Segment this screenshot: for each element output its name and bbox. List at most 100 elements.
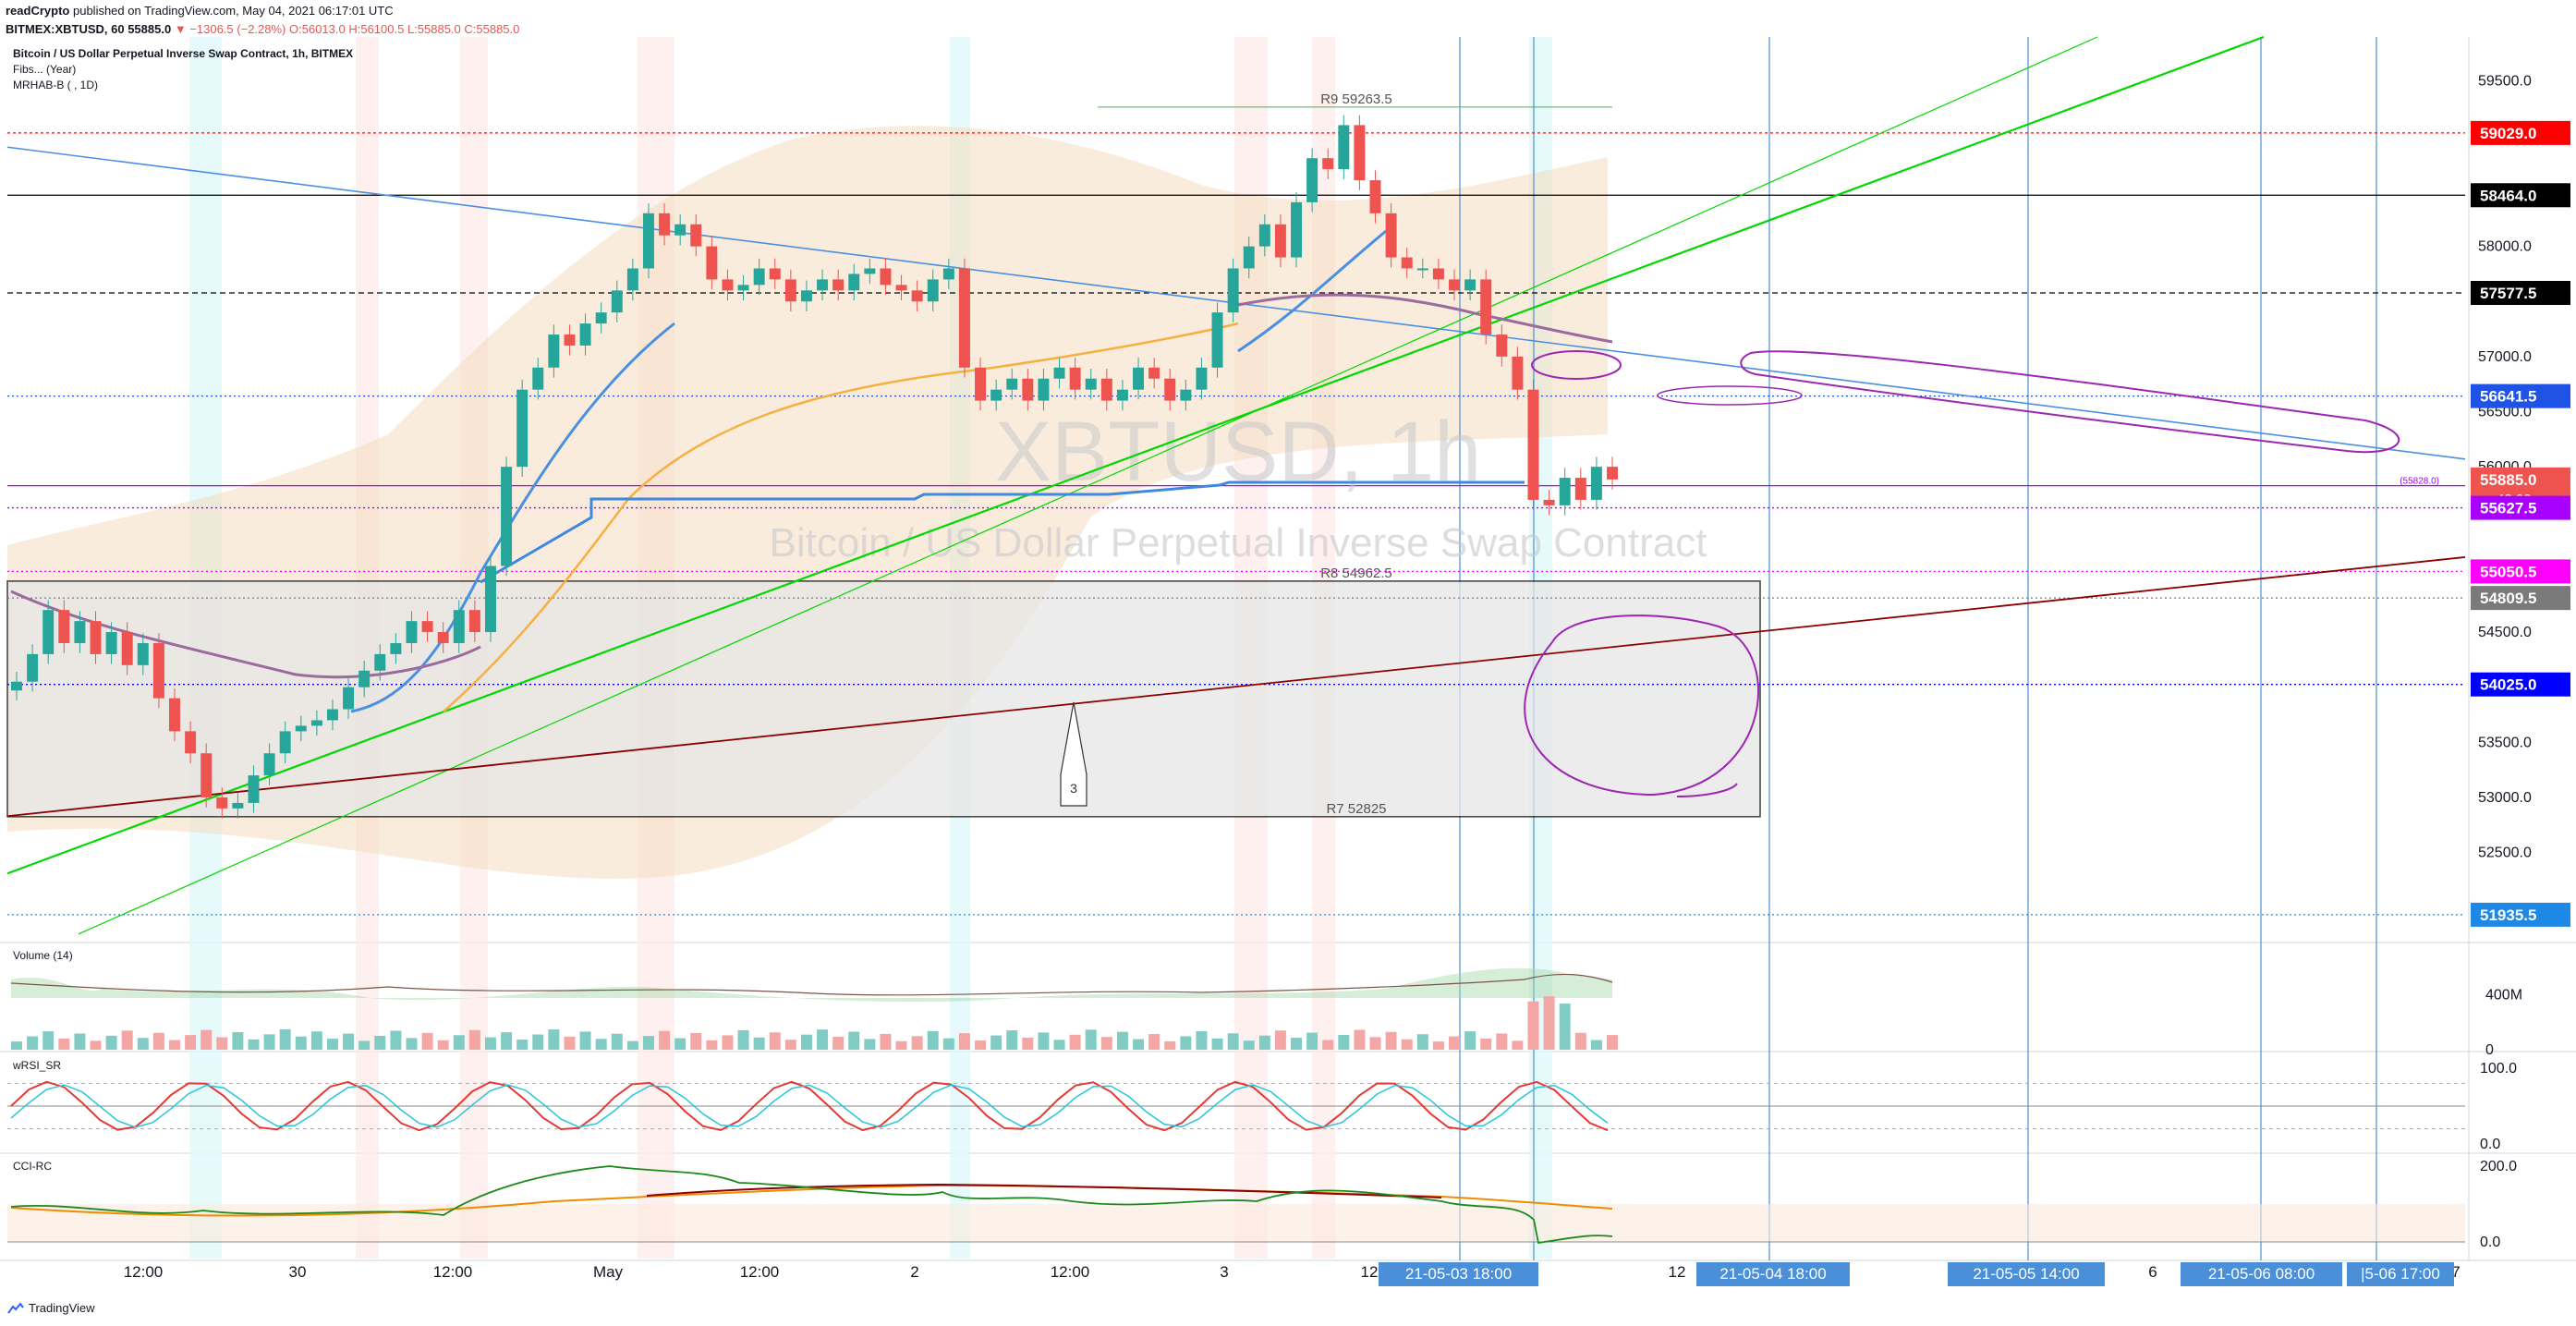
candle-body xyxy=(1512,356,1524,390)
fib-level-label: R8 54962.5 xyxy=(1320,566,1392,581)
price-label-bg xyxy=(2471,586,2570,611)
legend-fibs[interactable]: Fibs... (Year) xyxy=(13,63,77,76)
volume-band xyxy=(11,967,1612,1003)
price-label: 54809.5 xyxy=(2471,586,2570,611)
volume-bar xyxy=(453,1035,465,1050)
volume-bar xyxy=(911,1036,923,1050)
candle-body xyxy=(911,290,923,302)
volume-bar xyxy=(958,1033,970,1050)
price-label: 55050.5 xyxy=(2471,559,2570,584)
volume-tick-label: 0 xyxy=(2485,1042,2494,1058)
candle-body xyxy=(579,323,591,346)
price-label: 51935.5 xyxy=(2471,902,2570,927)
candle-body xyxy=(1590,467,1602,500)
volume-bar xyxy=(1464,1031,1476,1050)
price-label-bg xyxy=(2471,281,2570,306)
volume-bar xyxy=(516,1040,529,1050)
candle-body xyxy=(1354,125,1366,181)
price-label-bg xyxy=(2471,559,2570,584)
publisher-name[interactable]: readCrypto xyxy=(6,4,70,18)
candle-body xyxy=(1100,378,1112,401)
volume-bar xyxy=(1496,1033,1508,1050)
candle-body xyxy=(11,681,22,691)
x-tick-label: 12 xyxy=(1361,1263,1379,1281)
volume-bar xyxy=(579,1031,591,1050)
candle-body xyxy=(564,335,576,346)
x-time-marker: 21-05-04 18:00 xyxy=(1696,1262,1850,1286)
cci-signal-darkred xyxy=(646,1183,1442,1198)
x-tick-label: 12:00 xyxy=(124,1263,164,1281)
x-tick-label: 12:00 xyxy=(433,1263,473,1281)
tradingview-logo[interactable]: TradingView xyxy=(7,1301,95,1315)
y-tick-label: 59500.0 xyxy=(2478,74,2532,90)
candle-body xyxy=(90,621,102,654)
step-line-blue xyxy=(480,481,1525,584)
volume-bar xyxy=(232,1031,244,1050)
x-tick-label: 30 xyxy=(289,1263,307,1281)
cci-pane-label[interactable]: CCI-RC xyxy=(11,1160,54,1173)
wrsi-tick-label: 0.0 xyxy=(2480,1137,2500,1152)
volume-bar xyxy=(1432,1041,1444,1050)
candle-body xyxy=(880,268,892,286)
x-time-marker: 21-05-05 14:00 xyxy=(1948,1262,2105,1286)
x-tick-label: 6 xyxy=(2148,1263,2157,1281)
x-tick-label: 3 xyxy=(1220,1263,1228,1281)
volume-bar xyxy=(1416,1034,1428,1050)
watermark-name: Bitcoin / US Dollar Perpetual Inverse Sw… xyxy=(770,520,1707,566)
y-tick-label: 53000.0 xyxy=(2478,790,2532,806)
price-label: 56641.5 xyxy=(2471,383,2570,408)
candle-body xyxy=(1543,499,1555,505)
volume-bar xyxy=(1527,1001,1539,1050)
volume-pane xyxy=(10,967,1618,1050)
legend-mrhab[interactable]: MRHAB-B ( , 1D) xyxy=(13,79,99,91)
volume-bar xyxy=(784,1040,796,1050)
candle-body xyxy=(358,670,371,687)
candle-body xyxy=(263,753,275,776)
x-tick-label: May xyxy=(593,1263,624,1281)
volume-bar xyxy=(343,1033,355,1050)
cci-line-green xyxy=(10,1165,1613,1245)
candle-body xyxy=(990,389,1002,401)
price-change: ▼ −1306.5 (−2.28%) xyxy=(174,22,286,36)
x-time-marker-text: 21-05-04 18:00 xyxy=(1719,1265,1826,1283)
callout-shape xyxy=(1060,701,1088,807)
drawn-ellipse xyxy=(1657,385,1803,406)
candle-body xyxy=(1338,125,1350,170)
x-time-marker: 21-05-03 18:00 xyxy=(1379,1262,1538,1286)
candle-body xyxy=(326,709,338,721)
volume-bar xyxy=(706,1040,718,1050)
volume-bar xyxy=(326,1039,338,1050)
candle-body xyxy=(737,285,749,291)
candle-body xyxy=(1527,389,1539,500)
candle-body xyxy=(1211,312,1223,368)
volume-bar xyxy=(263,1034,275,1050)
price-label-text: 55627.5 xyxy=(2480,500,2536,517)
volume-bar xyxy=(1100,1037,1112,1050)
y-tick-label: 52500.0 xyxy=(2478,845,2532,861)
price-label-text: 59029.0 xyxy=(2480,125,2536,142)
x-tick-label: 2 xyxy=(910,1263,918,1281)
callout-label: 3 xyxy=(1070,781,1077,796)
price-label-bg xyxy=(2471,183,2570,208)
volume-bar xyxy=(390,1030,402,1050)
cci-tick-label: 0.0 xyxy=(2480,1235,2500,1250)
wrsi-pane-label[interactable]: wRSI_SR xyxy=(11,1059,64,1072)
moving-average-orange xyxy=(443,322,1239,712)
x-time-marker-bg xyxy=(2347,1262,2454,1286)
candle-body xyxy=(200,753,213,797)
publish-header: readCrypto published on TradingView.com,… xyxy=(6,2,519,39)
price-small-label: (55828.0) xyxy=(2400,477,2439,487)
volume-ma-line xyxy=(10,973,1613,996)
moving-average-purple-2 xyxy=(1237,293,1613,344)
candle-body xyxy=(232,802,244,809)
volume-bar xyxy=(990,1035,1002,1050)
volume-bar xyxy=(406,1038,418,1050)
candle-body xyxy=(642,213,654,269)
volume-bar xyxy=(1385,1031,1397,1050)
candle-body xyxy=(121,632,133,665)
volume-bar xyxy=(1306,1032,1318,1050)
volume-pane-label[interactable]: Volume (14) xyxy=(11,949,75,962)
x-time-marker-text: 21-05-05 14:00 xyxy=(1973,1265,2079,1283)
